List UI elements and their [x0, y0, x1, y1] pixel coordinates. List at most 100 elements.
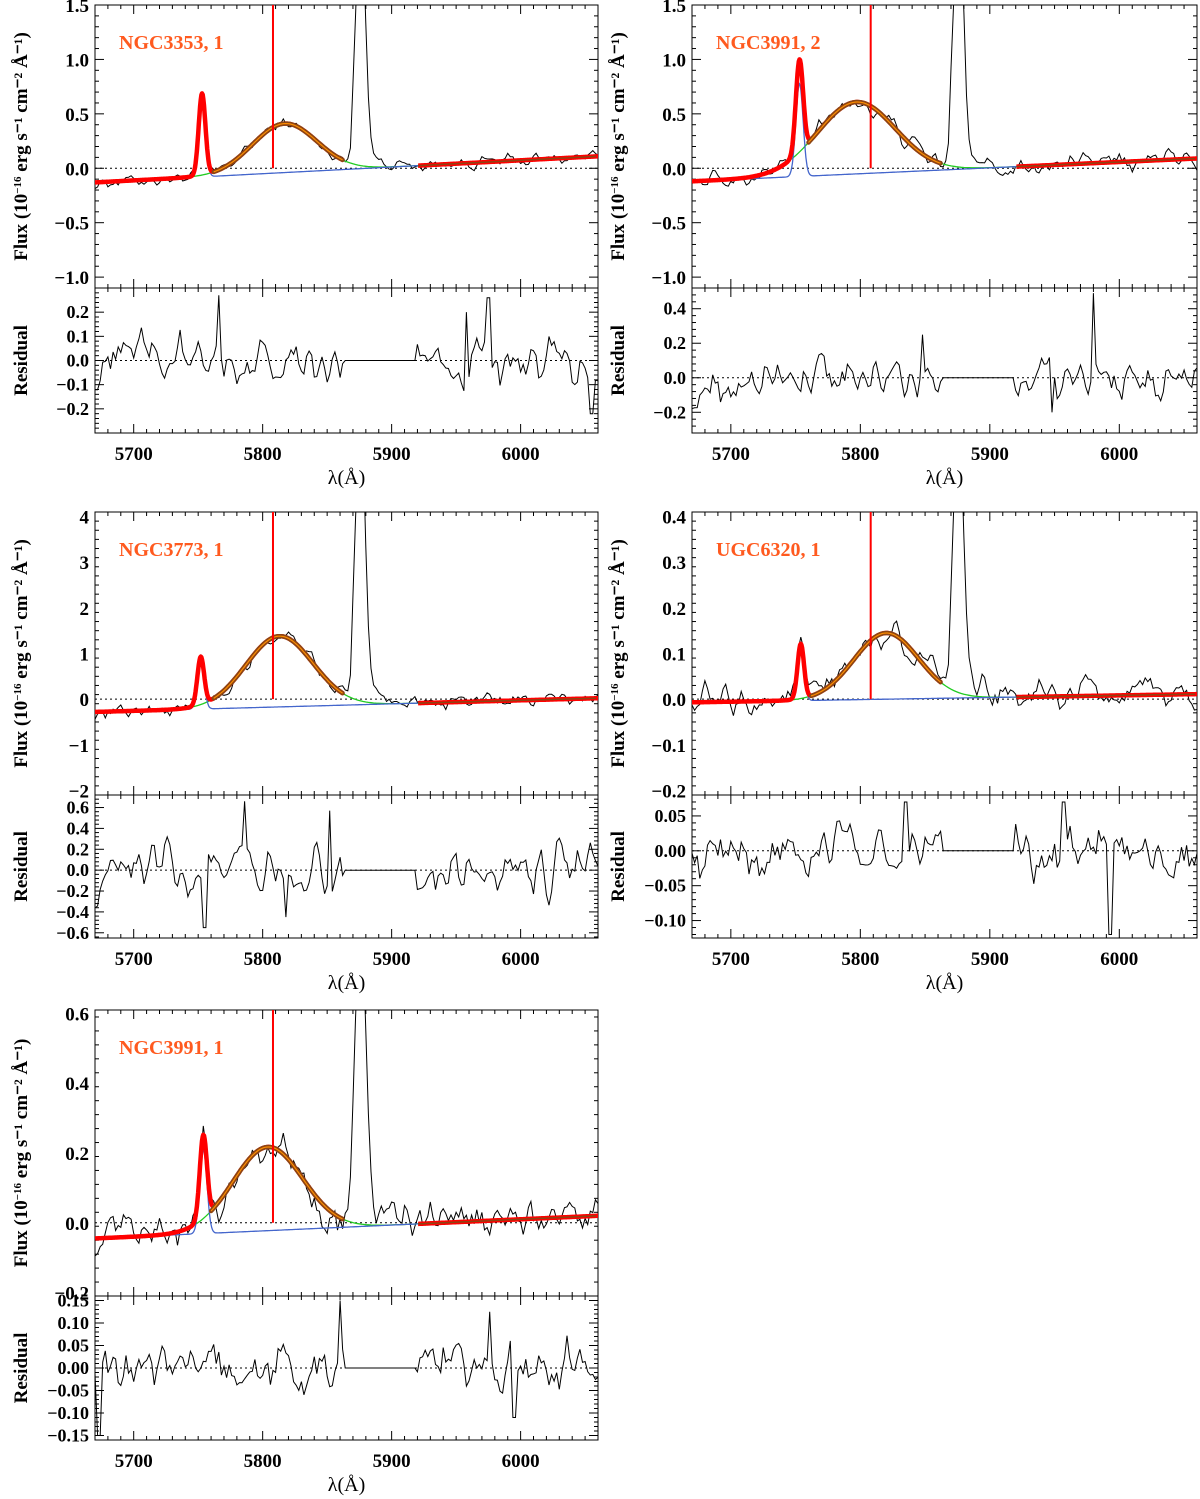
y-tick-label: 0.0	[662, 690, 686, 711]
observed-spectrum	[95, 512, 598, 720]
y-tick-label: −0.1	[651, 736, 686, 757]
y-tick-label: 0	[80, 690, 90, 711]
panel-2: 5700 5800 5900 6000 λ(Å) −1.0 −0.5 0.0 0.5 1.0 1.5…	[608, 0, 1198, 489]
narrow-component-curve	[692, 82, 1197, 182]
residual-frame	[94, 794, 599, 939]
residual-spectrum	[95, 295, 598, 415]
flux-axis-label: Flux (10−16 erg s⁻¹ cm⁻² Å⁻¹)	[608, 32, 629, 261]
y-tick-label: −2	[69, 781, 89, 802]
residual-axis-label: Residual	[11, 831, 32, 902]
residual-tick-label: 0.4	[664, 299, 687, 319]
x-tick-label: 5900	[971, 444, 1009, 465]
y-tick-label: −1.0	[651, 268, 686, 289]
residual-tick-label: −0.05	[644, 876, 686, 896]
residual-tick-label: −0.1	[56, 375, 89, 395]
x-axis-label: λ(Å)	[926, 972, 963, 994]
y-tick-label: 0.4	[662, 508, 686, 529]
residual-tick-label: −0.05	[47, 1381, 89, 1401]
residual-axis-label: Residual	[11, 325, 32, 396]
y-tick-label: 0.0	[65, 159, 89, 180]
flux-axis-label: Flux (10−16 erg s⁻¹ cm⁻² Å⁻¹)	[11, 1039, 32, 1268]
residual-tick-label: 0.00	[655, 841, 687, 861]
panel-1: 5700 5800 5900 6000 λ(Å) −1.0 −0.5 0.0 0.5 1.0 1.5…	[11, 0, 599, 489]
x-tick-label: 5700	[115, 949, 153, 970]
residual-tick-label: 0.2	[67, 302, 90, 322]
flux-axis-label: Flux (10−16 erg s⁻¹ cm⁻² Å⁻¹)	[608, 539, 629, 768]
y-tick-label: −0.2	[651, 781, 686, 802]
y-tick-label: 1.5	[662, 0, 686, 17]
residual-tick-label: 0.4	[67, 818, 90, 838]
y-tick-label: 1	[80, 645, 90, 666]
y-tick-label: 1.0	[662, 50, 686, 71]
residual-axis-label: Residual	[608, 831, 629, 902]
residual-tick-label: −0.2	[56, 399, 89, 419]
narrow-component-curve	[95, 659, 598, 713]
y-tick-label: 0.1	[662, 645, 686, 666]
x-tick-label: 6000	[502, 949, 540, 970]
residual-tick-label: −0.15	[47, 1426, 89, 1446]
x-tick-label: 5700	[712, 949, 750, 970]
x-tick-label: 5700	[115, 444, 153, 465]
residual-tick-label: 0.0	[67, 351, 90, 371]
y-tick-label: 3	[80, 553, 90, 574]
observed-spectrum	[95, 1010, 598, 1257]
residual-tick-label: −0.10	[644, 911, 686, 931]
x-tick-label: 5800	[244, 1451, 282, 1472]
residual-tick-label: −0.4	[56, 902, 89, 922]
x-tick-label: 6000	[1100, 949, 1138, 970]
panel-title: NGC3991, 1	[119, 1037, 223, 1059]
x-tick-label: 5800	[841, 949, 879, 970]
residual-tick-label: 0.2	[67, 839, 90, 859]
x-tick-label: 5700	[712, 444, 750, 465]
narrow-component-curve	[95, 93, 598, 184]
y-tick-label: 0.0	[65, 1214, 89, 1235]
total-fit-curve	[95, 633, 345, 715]
continuum-fit	[418, 1215, 597, 1225]
residual-axis-label: Residual	[11, 1333, 32, 1404]
panel-title: NGC3991, 2	[716, 32, 820, 54]
y-tick-label: −0.5	[651, 214, 686, 235]
broad-fit-core	[213, 635, 343, 699]
residual-frame	[691, 287, 1198, 434]
residual-tick-label: 0.0	[664, 368, 687, 388]
continuum-fit	[418, 155, 597, 167]
broad-component-curve	[95, 1146, 598, 1240]
residual-spectrum	[95, 801, 598, 929]
residual-tick-label: −0.2	[653, 402, 686, 422]
residual-frame	[691, 794, 1198, 939]
panel-title: UGC6320, 1	[716, 539, 820, 561]
y-tick-label: 4	[80, 508, 90, 529]
y-tick-label: 1.5	[65, 0, 89, 17]
x-axis-label: λ(Å)	[328, 972, 365, 994]
continuum-fit	[1016, 157, 1196, 168]
x-tick-label: 5900	[373, 949, 411, 970]
residual-tick-label: 0.05	[58, 1336, 90, 1356]
residual-tick-label: 0.2	[664, 333, 687, 353]
x-tick-label: 6000	[502, 1451, 540, 1472]
broad-fit-core	[210, 1146, 343, 1220]
broad-fit-core	[810, 632, 941, 697]
y-tick-label: 0.5	[662, 105, 686, 126]
residual-tick-label: −0.6	[56, 923, 89, 943]
residual-tick-label: 0.15	[58, 1291, 90, 1311]
broad-fit-outline	[208, 1144, 345, 1222]
broad-fit-core	[213, 122, 343, 173]
x-tick-label: 5800	[841, 444, 879, 465]
flux-axis-label: Flux (10−16 erg s⁻¹ cm⁻² Å⁻¹)	[11, 32, 32, 261]
y-tick-label: 2	[80, 599, 90, 620]
residual-tick-label: −0.2	[56, 881, 89, 901]
broad-fit-outline	[808, 630, 943, 699]
y-tick-label: 0.4	[65, 1074, 89, 1095]
residual-axis-label: Residual	[608, 325, 629, 396]
x-tick-label: 5900	[971, 949, 1009, 970]
residual-tick-label: 0.05	[655, 806, 687, 826]
x-axis-label: λ(Å)	[328, 1474, 365, 1496]
y-tick-label: 0.2	[65, 1144, 89, 1165]
y-tick-label: 0.2	[662, 599, 686, 620]
broad-component-curve	[692, 632, 1197, 703]
y-tick-label: 0.5	[65, 105, 89, 126]
y-tick-label: −0.5	[54, 214, 89, 235]
total-fit-curve	[692, 57, 943, 184]
panel-title: NGC3773, 1	[119, 539, 223, 561]
y-tick-label: 0.6	[65, 1004, 89, 1025]
